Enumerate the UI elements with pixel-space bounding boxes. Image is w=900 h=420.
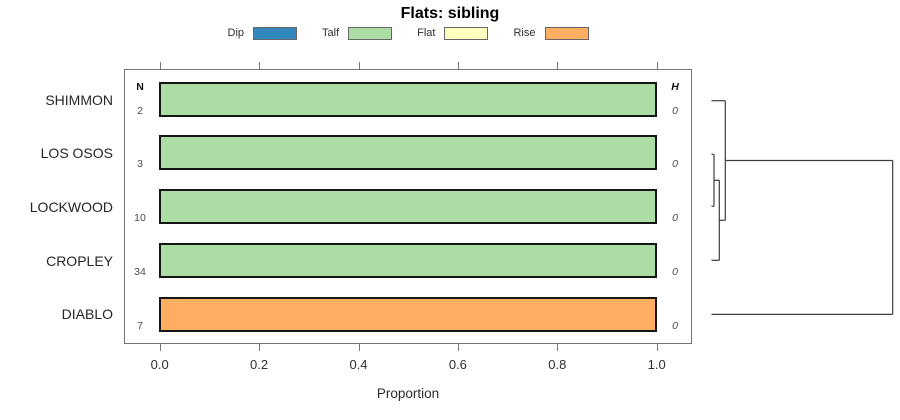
n-value: 10 xyxy=(134,212,146,225)
legend-item: Dip xyxy=(227,26,298,40)
x-axis-tick-top xyxy=(656,62,658,69)
legend-swatch xyxy=(544,26,589,40)
x-axis-tick-bottom xyxy=(159,344,161,351)
bar-segment-rise xyxy=(158,296,657,332)
x-axis-tick-bottom xyxy=(557,344,559,351)
legend-item: Flat xyxy=(417,26,489,40)
category-label: SHIMMON xyxy=(45,91,113,108)
n-column-header: N xyxy=(136,81,144,93)
h-column-header: H xyxy=(671,81,679,93)
legend-item-label: Flat xyxy=(417,27,436,39)
proportion-bar xyxy=(158,135,657,170)
plot-area-frame xyxy=(124,69,692,344)
bar-segment-talf xyxy=(158,82,657,118)
bar-segment-talf xyxy=(158,189,657,225)
x-axis-tick-top xyxy=(557,62,559,69)
category-label: LOS OSOS xyxy=(40,144,113,161)
x-axis-tick-label: 0.8 xyxy=(548,357,567,372)
legend-item-label: Talf xyxy=(322,27,340,39)
legend-item: Talf xyxy=(322,26,393,40)
x-axis-tick-top xyxy=(259,62,261,69)
bar-segment-talf xyxy=(158,243,657,279)
legend: Dip Talf Flat Rise xyxy=(124,24,692,42)
h-value: 0 xyxy=(672,158,678,170)
proportion-bar xyxy=(158,82,657,118)
h-value: 0 xyxy=(672,105,678,118)
legend-item: Rise xyxy=(513,26,589,40)
legend-swatch xyxy=(253,26,298,40)
bar-segment-talf xyxy=(158,135,657,170)
h-value: 0 xyxy=(672,266,678,279)
n-value: 2 xyxy=(137,105,143,118)
h-value: 0 xyxy=(672,212,678,225)
x-axis-title: Proportion xyxy=(376,386,440,401)
x-axis-tick-label: 1.0 xyxy=(647,357,666,372)
x-axis-tick-top xyxy=(358,62,360,69)
legend-swatch xyxy=(444,26,489,40)
cluster-dendrogram xyxy=(711,100,894,315)
n-value: 7 xyxy=(137,319,143,332)
legend-item-label: Rise xyxy=(513,27,536,39)
legend-swatch xyxy=(348,26,393,40)
x-axis-tick-label: 0.2 xyxy=(250,357,269,372)
n-value: 3 xyxy=(137,158,143,170)
x-axis-tick-bottom xyxy=(457,344,459,351)
category-label: DIABLO xyxy=(61,306,113,323)
legend-item-label: Dip xyxy=(227,27,245,39)
x-axis-tick-label: 0.4 xyxy=(349,357,368,372)
x-axis-tick-label: 0.6 xyxy=(448,357,467,372)
x-axis-tick-label: 0.0 xyxy=(150,357,169,372)
chart-title: Flats: sibling xyxy=(400,5,500,22)
proportion-bar xyxy=(158,296,657,332)
x-axis-tick-bottom xyxy=(358,344,360,351)
x-axis-tick-top xyxy=(457,62,459,69)
x-axis-tick-bottom xyxy=(656,344,658,351)
category-label: CROPLEY xyxy=(46,252,113,269)
proportion-bar xyxy=(158,243,657,279)
n-value: 34 xyxy=(134,266,146,279)
x-axis-tick-bottom xyxy=(259,344,261,351)
category-label: LOCKWOOD xyxy=(29,198,113,215)
x-axis-tick-top xyxy=(159,62,161,69)
h-value: 0 xyxy=(672,319,678,332)
proportion-bar xyxy=(158,189,657,225)
